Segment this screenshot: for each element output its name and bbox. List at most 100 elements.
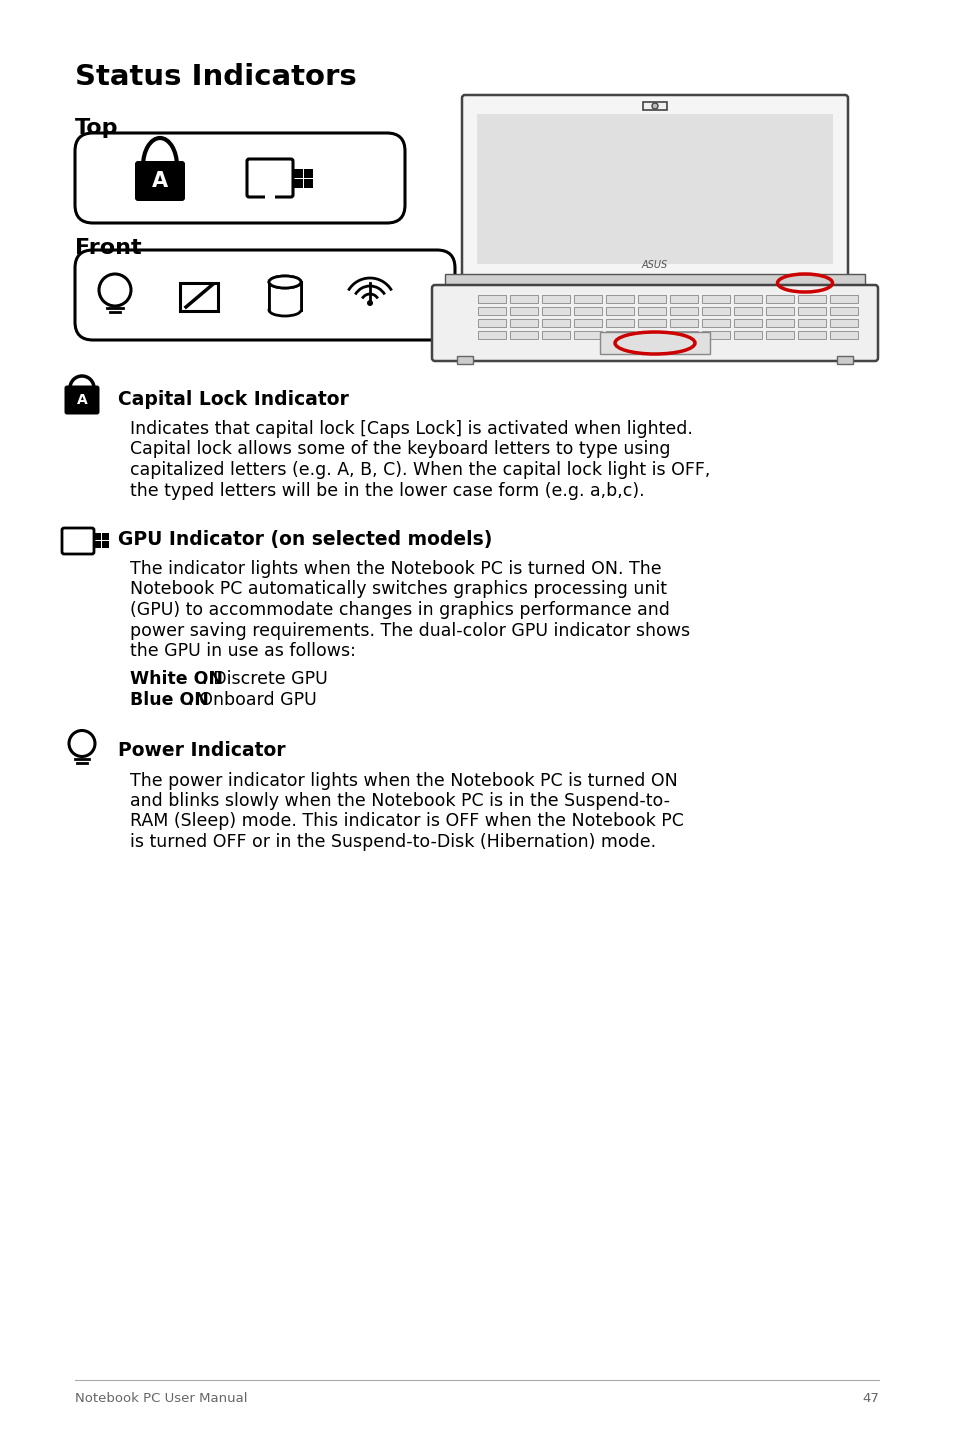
FancyBboxPatch shape (135, 161, 185, 201)
Bar (574, 306, 601, 315)
Bar (669, 295, 698, 303)
Bar (599, 332, 709, 354)
Bar (829, 306, 857, 315)
Text: : Discrete GPU: : Discrete GPU (202, 670, 328, 689)
Bar (733, 331, 761, 339)
Bar (701, 306, 729, 315)
Bar (304, 170, 313, 178)
Bar (304, 178, 313, 188)
Text: Capital Lock Indicator: Capital Lock Indicator (118, 390, 349, 408)
Bar (669, 306, 698, 315)
FancyBboxPatch shape (247, 160, 293, 197)
Text: Status Indicators: Status Indicators (75, 63, 356, 91)
Text: The indicator lights when the Notebook PC is turned ON. The: The indicator lights when the Notebook P… (130, 559, 661, 578)
Bar (94, 541, 101, 548)
Bar (94, 533, 101, 541)
Bar (477, 331, 505, 339)
Text: GPU Indicator (on selected models): GPU Indicator (on selected models) (118, 531, 492, 549)
Bar (638, 331, 665, 339)
Bar (269, 282, 301, 311)
Bar (733, 295, 761, 303)
FancyBboxPatch shape (642, 102, 666, 109)
Bar (829, 319, 857, 326)
FancyBboxPatch shape (62, 528, 94, 554)
Bar (541, 306, 569, 315)
Text: Power Indicator: Power Indicator (118, 742, 285, 761)
Bar (605, 319, 634, 326)
Bar (638, 295, 665, 303)
Bar (294, 178, 303, 188)
Text: power saving requirements. The dual-color GPU indicator shows: power saving requirements. The dual-colo… (130, 621, 689, 640)
Bar (829, 295, 857, 303)
Text: Blue ON: Blue ON (130, 692, 209, 709)
Text: (GPU) to accommodate changes in graphics performance and: (GPU) to accommodate changes in graphics… (130, 601, 669, 618)
Text: is turned OFF or in the Suspend-to-Disk (Hibernation) mode.: is turned OFF or in the Suspend-to-Disk … (130, 833, 656, 851)
Bar (605, 295, 634, 303)
Bar (765, 295, 793, 303)
Bar (829, 331, 857, 339)
Text: ASUS: ASUS (641, 260, 667, 270)
Bar (669, 331, 698, 339)
Bar (605, 306, 634, 315)
Text: Indicates that capital lock [Caps Lock] is activated when lighted.: Indicates that capital lock [Caps Lock] … (130, 420, 692, 439)
Bar (733, 319, 761, 326)
Bar (797, 295, 825, 303)
Bar (701, 295, 729, 303)
Text: Notebook PC User Manual: Notebook PC User Manual (75, 1392, 247, 1405)
Text: White ON: White ON (130, 670, 223, 689)
Bar (444, 275, 864, 290)
Text: the GPU in use as follows:: the GPU in use as follows: (130, 641, 355, 660)
Bar (765, 319, 793, 326)
Circle shape (69, 731, 95, 756)
Bar (541, 319, 569, 326)
Bar (797, 319, 825, 326)
FancyBboxPatch shape (75, 132, 405, 223)
Circle shape (367, 301, 373, 306)
Text: Top: Top (75, 118, 118, 138)
Text: Notebook PC automatically switches graphics processing unit: Notebook PC automatically switches graph… (130, 581, 666, 598)
Bar (701, 319, 729, 326)
Bar (477, 319, 505, 326)
Bar (541, 331, 569, 339)
Bar (638, 306, 665, 315)
Text: The power indicator lights when the Notebook PC is turned ON: The power indicator lights when the Note… (130, 772, 677, 789)
Ellipse shape (269, 303, 301, 316)
Bar (510, 331, 537, 339)
Bar (797, 306, 825, 315)
Bar (510, 306, 537, 315)
Bar (456, 357, 473, 364)
FancyBboxPatch shape (75, 250, 455, 339)
Bar (180, 283, 218, 311)
Circle shape (651, 104, 658, 109)
Text: the typed letters will be in the lower case form (e.g. a,b,c).: the typed letters will be in the lower c… (130, 482, 644, 499)
Bar (605, 331, 634, 339)
Bar (574, 319, 601, 326)
Text: Capital lock allows some of the keyboard letters to type using: Capital lock allows some of the keyboard… (130, 440, 670, 459)
Bar (102, 533, 109, 541)
FancyBboxPatch shape (432, 285, 877, 361)
Bar (477, 295, 505, 303)
FancyBboxPatch shape (461, 95, 847, 280)
Text: capitalized letters (e.g. A, B, C). When the capital lock light is OFF,: capitalized letters (e.g. A, B, C). When… (130, 462, 710, 479)
Bar (701, 331, 729, 339)
Bar (765, 331, 793, 339)
Bar (102, 541, 109, 548)
Bar (638, 319, 665, 326)
Circle shape (99, 275, 131, 306)
Bar (669, 319, 698, 326)
Bar (574, 331, 601, 339)
Bar (265, 193, 274, 198)
Text: : Onboard GPU: : Onboard GPU (188, 692, 316, 709)
Bar (836, 357, 852, 364)
Bar (574, 295, 601, 303)
Bar (541, 295, 569, 303)
FancyBboxPatch shape (65, 385, 99, 414)
Bar (797, 331, 825, 339)
Bar (476, 114, 832, 265)
Text: Front: Front (75, 239, 141, 257)
Bar (510, 295, 537, 303)
Ellipse shape (269, 276, 301, 288)
Text: RAM (Sleep) mode. This indicator is OFF when the Notebook PC: RAM (Sleep) mode. This indicator is OFF … (130, 812, 683, 831)
Bar (765, 306, 793, 315)
Bar (477, 306, 505, 315)
